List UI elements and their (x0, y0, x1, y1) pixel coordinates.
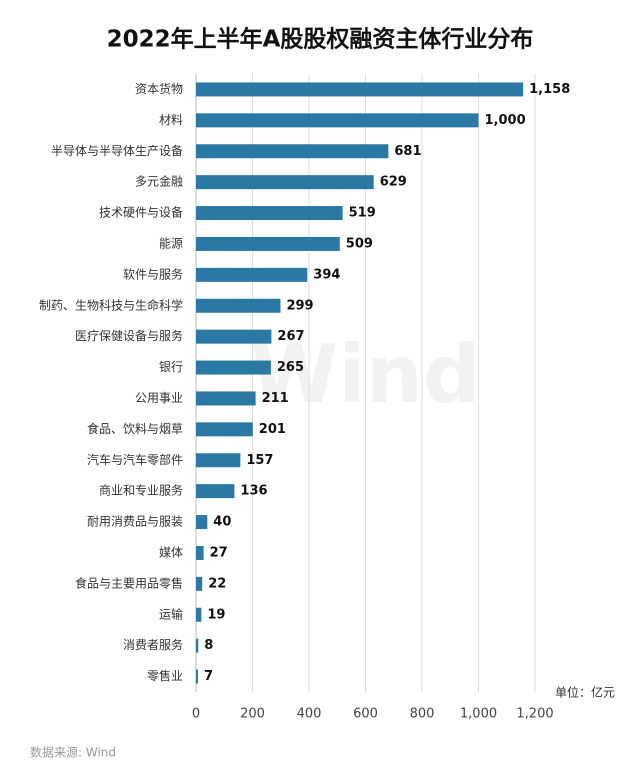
value-label: 40 (213, 515, 231, 530)
value-label: 629 (380, 175, 407, 190)
bar (196, 329, 272, 344)
y-tick-label: 制药、生物科技与生命科学 (39, 297, 183, 312)
bar (196, 576, 203, 591)
y-tick-label: 耐用消费品与服装 (87, 515, 183, 529)
y-tick-label: 多元金融 (135, 174, 183, 189)
x-tick-label: 200 (240, 707, 265, 722)
x-tick-label: 800 (410, 707, 435, 722)
x-tick-label: 600 (353, 707, 378, 722)
bar (196, 236, 340, 251)
x-tick-label: 1,200 (516, 707, 553, 722)
y-tick-label: 资本货物 (135, 81, 183, 96)
value-label: 211 (262, 391, 289, 406)
y-tick-label: 软件与服务 (123, 266, 183, 281)
bar (196, 607, 202, 622)
y-tick-label: 公用事业 (135, 391, 183, 405)
value-label: 267 (277, 329, 304, 344)
x-tick-label: 400 (297, 707, 322, 722)
y-tick-label: 半导体与半导体生产设备 (51, 144, 183, 158)
y-tick-label: 汽车与汽车零部件 (87, 452, 183, 467)
value-label: 22 (208, 576, 226, 591)
bar (196, 267, 308, 282)
bar (196, 422, 253, 437)
bar (196, 175, 374, 190)
value-label: 265 (277, 360, 304, 375)
source: 数据来源: Wind (30, 745, 116, 760)
value-label: 394 (313, 267, 340, 282)
y-tick-label: 技术硬件与设备 (99, 206, 183, 220)
value-label: 8 (204, 638, 213, 653)
bar (196, 82, 524, 97)
y-tick-label: 消费者服务 (123, 637, 183, 652)
bar (196, 453, 241, 468)
value-label: 136 (240, 484, 267, 499)
value-label: 7 (204, 669, 213, 684)
y-tick-label: 能源 (159, 236, 183, 250)
value-label: 19 (207, 607, 225, 622)
value-label: 681 (394, 144, 421, 159)
watermark: Wind (250, 328, 480, 421)
value-label: 1,000 (485, 113, 526, 128)
value-label: 299 (286, 298, 313, 313)
bar (196, 298, 281, 313)
value-label: 519 (349, 206, 376, 221)
y-tick-label: 运输 (159, 606, 183, 621)
bar (196, 391, 256, 406)
y-tick-label: 零售业 (147, 668, 183, 683)
y-tick-label: 媒体 (159, 545, 183, 559)
x-tick-label: 1,000 (460, 707, 497, 722)
bar (196, 669, 198, 684)
value-label: 157 (246, 453, 273, 468)
value-label: 201 (259, 422, 286, 437)
bar (196, 638, 199, 653)
y-tick-label: 银行 (159, 360, 183, 374)
x-tick-label: 0 (192, 707, 200, 722)
bar (196, 206, 343, 221)
value-label: 1,158 (529, 82, 570, 97)
value-label: 509 (346, 236, 373, 251)
bar (196, 113, 479, 128)
chart-title: 2022年上半年A股股权融资主体行业分布 (107, 26, 534, 53)
bar (196, 484, 235, 499)
bar (196, 545, 204, 560)
bar (196, 144, 389, 159)
bar (196, 515, 208, 530)
unit-label: 单位：亿元 (555, 685, 615, 700)
y-tick-label: 材料 (159, 113, 183, 127)
y-tick-label: 商业和专业服务 (99, 483, 183, 498)
y-tick-label: 食品与主要用品零售 (75, 575, 183, 590)
y-tick-label: 医疗保健设备与服务 (75, 328, 183, 343)
bar (196, 360, 271, 375)
y-tick-label: 食品、饮料与烟草 (87, 421, 183, 436)
value-label: 27 (210, 545, 228, 560)
